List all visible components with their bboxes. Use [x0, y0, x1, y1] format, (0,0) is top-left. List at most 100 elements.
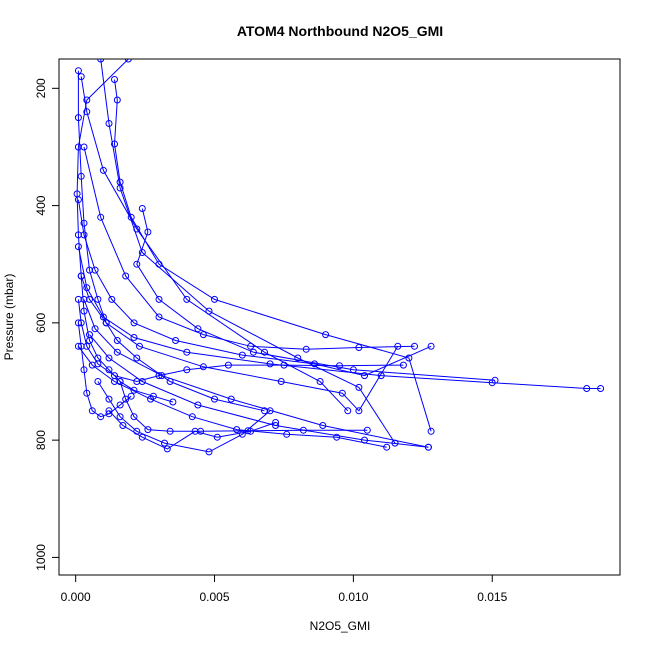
- data-point: [111, 76, 118, 83]
- series-line: [80, 76, 349, 412]
- data-point: [147, 395, 155, 403]
- data-point: [427, 342, 435, 350]
- series-line: [83, 146, 415, 350]
- plot-frame: [58, 58, 621, 576]
- series-8: [74, 243, 605, 392]
- data-point: [166, 427, 174, 435]
- data-point: [138, 205, 146, 212]
- series-line: [80, 275, 399, 412]
- data-point: [280, 361, 288, 369]
- series-17: [116, 378, 371, 435]
- data-point: [77, 172, 85, 180]
- data-point: [197, 427, 205, 435]
- data-point: [77, 319, 85, 327]
- data-point: [316, 378, 324, 385]
- data-point: [111, 372, 118, 380]
- data-point: [238, 351, 246, 359]
- x-tick-label: 0.010: [338, 590, 368, 604]
- series-13: [94, 378, 274, 456]
- series-15: [74, 295, 407, 385]
- y-axis: 200 400 600 800 1000: [34, 78, 60, 571]
- data-point: [133, 260, 141, 268]
- data-point: [399, 361, 407, 369]
- series-12: [74, 342, 391, 451]
- data-point: [155, 372, 163, 380]
- data-point: [319, 422, 327, 429]
- series-16: [80, 143, 418, 353]
- data-point: [244, 427, 252, 435]
- data-point: [116, 401, 124, 409]
- data-point: [74, 114, 82, 122]
- data-point: [183, 348, 191, 356]
- data-point: [77, 342, 85, 350]
- data-point: [94, 360, 102, 368]
- data-point: [119, 422, 127, 429]
- y-axis-label: Pressure (mbar): [2, 274, 16, 361]
- data-point: [172, 337, 180, 344]
- data-point: [94, 378, 102, 385]
- data-point: [227, 395, 235, 403]
- data-point: [133, 378, 141, 385]
- data-point: [583, 385, 591, 392]
- data-point: [283, 430, 291, 438]
- data-point: [133, 354, 141, 362]
- series-line: [89, 334, 429, 448]
- data-point: [199, 331, 207, 339]
- data-point: [130, 319, 138, 327]
- data-point: [377, 372, 385, 380]
- data-point: [277, 378, 285, 385]
- data-point: [488, 379, 496, 387]
- chart-title: ATOM4 Northbound N2O5_GMI: [237, 23, 443, 39]
- data-point: [86, 331, 93, 339]
- series-5: [111, 76, 435, 435]
- data-point: [88, 407, 96, 415]
- data-point: [233, 426, 241, 434]
- data-point: [97, 59, 105, 63]
- data-point: [99, 166, 107, 174]
- data-point: [333, 433, 341, 441]
- series-line: [77, 199, 432, 377]
- x-tick-label: 0.000: [61, 590, 91, 604]
- y-tick-label: 800: [34, 430, 48, 450]
- series-18: [74, 319, 135, 421]
- series-line: [119, 381, 368, 432]
- data-point: [163, 445, 171, 453]
- data-point: [183, 295, 191, 303]
- data-point: [205, 307, 213, 315]
- series-6: [74, 196, 435, 380]
- data-point: [77, 272, 85, 280]
- series-7: [133, 205, 499, 384]
- data-point: [108, 295, 116, 303]
- series-line: [77, 322, 132, 418]
- data-point: [355, 407, 363, 415]
- data-point: [74, 243, 82, 251]
- data-point: [144, 228, 152, 236]
- data-point: [122, 272, 130, 280]
- data-point: [102, 319, 110, 327]
- data-point: [363, 426, 371, 434]
- data-point: [116, 378, 124, 385]
- series-line: [77, 346, 387, 448]
- data-point: [99, 313, 107, 321]
- data-point: [199, 363, 207, 371]
- data-point: [355, 344, 363, 351]
- data-point: [361, 372, 368, 380]
- y-tick-label: 400: [34, 195, 48, 215]
- data-point: [424, 443, 432, 451]
- data-point: [113, 96, 121, 104]
- data-point: [127, 213, 135, 221]
- data-point: [336, 362, 343, 370]
- x-axis-label: N2O5_GMI: [310, 619, 371, 633]
- data-point: [294, 354, 302, 362]
- data-point: [124, 59, 132, 63]
- data-point: [266, 407, 274, 415]
- data-point: [322, 331, 330, 339]
- data-point: [427, 427, 435, 435]
- data-point: [261, 348, 268, 356]
- data-point: [83, 389, 91, 397]
- data-point: [91, 325, 99, 333]
- data-point: [113, 348, 121, 356]
- data-point: [80, 143, 88, 151]
- data-point: [80, 366, 88, 374]
- series-line: [77, 70, 265, 412]
